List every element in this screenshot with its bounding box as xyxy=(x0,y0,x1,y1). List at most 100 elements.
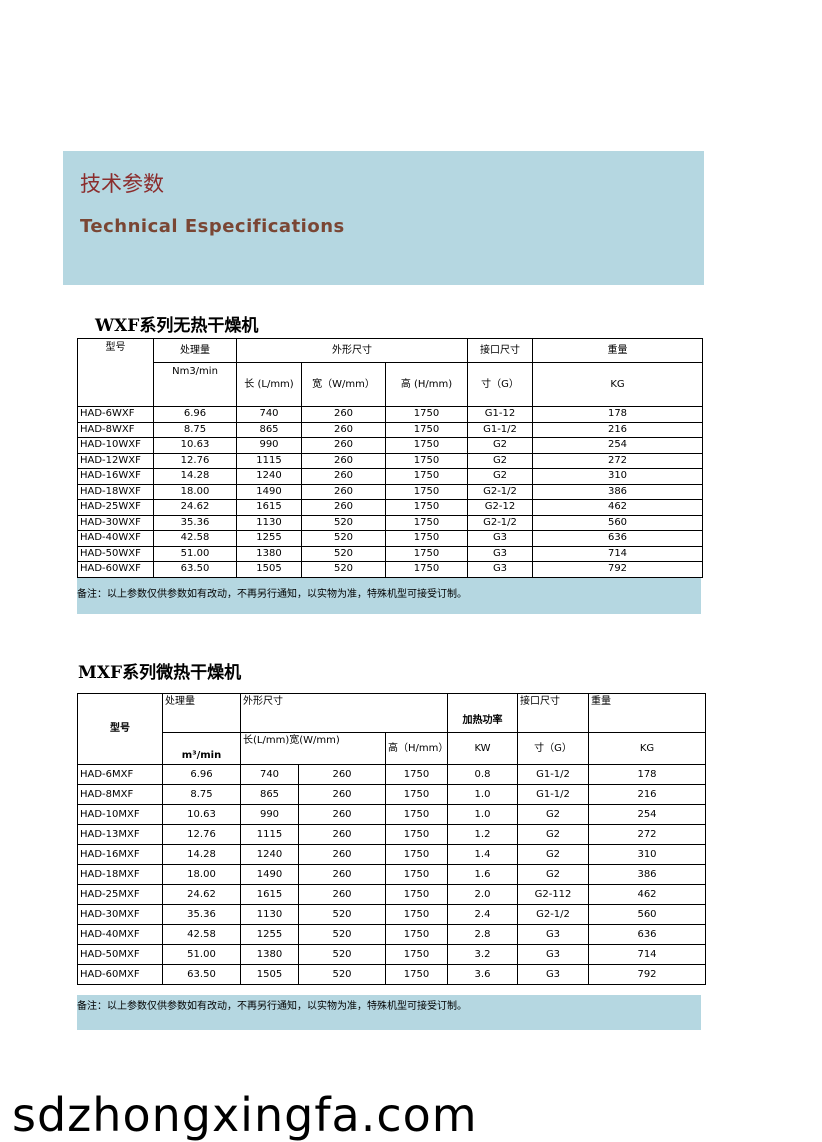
table-row: HAD-30WXF 35.36 1130 520 1750 G2-1/2 560 xyxy=(77,514,703,531)
note: 备注：以上参数仅供参数如有改动，不再另行通知，以实物为准，特殊机型可接受订制。 xyxy=(77,589,467,600)
table-title: MXF系列微热干燥机 xyxy=(78,663,242,683)
table-cell: 12.76 xyxy=(162,824,241,845)
table-cell: 1750 xyxy=(385,437,468,454)
table-cell: 272 xyxy=(532,452,703,469)
header-cell: 外形尺寸 xyxy=(240,693,448,733)
table-row: HAD-13MXF 12.76 1115 260 1750 1.2 G2 272 xyxy=(77,824,706,845)
table-cell: 6.96 xyxy=(162,764,241,785)
table-row: HAD-50WXF 51.00 1380 520 1750 G3 714 xyxy=(77,545,703,562)
table-row: HAD-50MXF 51.00 1380 520 1750 3.2 G3 714 xyxy=(77,944,706,965)
table-cell: 1380 xyxy=(240,944,299,965)
table-cell: G1-1/2 xyxy=(467,421,533,438)
table-cell: HAD-60MXF xyxy=(77,964,163,985)
table-cell: HAD-18MXF xyxy=(77,864,163,885)
table-cell: 714 xyxy=(532,545,703,562)
table-row: HAD-60MXF 63.50 1505 520 1750 3.6 G3 792 xyxy=(77,964,706,985)
table-cell: 10.63 xyxy=(153,437,237,454)
table-row: HAD-25WXF 24.62 1615 260 1750 G2-12 462 xyxy=(77,499,703,516)
table-cell: 1615 xyxy=(236,499,302,516)
table-cell: G3 xyxy=(467,545,533,562)
table-cell: 714 xyxy=(588,944,706,965)
table-cell: HAD-6MXF xyxy=(77,764,163,785)
table-row: HAD-6MXF 6.96 740 260 1750 0.8 G1-1/2 178 xyxy=(77,764,706,785)
table-cell: 14.28 xyxy=(153,468,237,485)
table-cell: 18.00 xyxy=(153,483,237,500)
table-cell: 260 xyxy=(301,406,386,423)
table-cell: 636 xyxy=(588,924,706,945)
table-cell: 51.00 xyxy=(162,944,241,965)
table-cell: 1750 xyxy=(385,545,468,562)
header-cell: 加热功率 xyxy=(447,693,518,733)
table-cell: 1750 xyxy=(385,804,448,825)
table-cell: 1750 xyxy=(385,904,448,925)
table-cell: 740 xyxy=(240,764,299,785)
table-cell: 8.75 xyxy=(162,784,241,805)
table-cell: G2 xyxy=(517,824,589,845)
table-cell: G2 xyxy=(467,452,533,469)
table-cell: 1750 xyxy=(385,824,448,845)
table-cell: 63.50 xyxy=(153,561,237,578)
table-row: HAD-10WXF 10.63 990 260 1750 G2 254 xyxy=(77,437,703,454)
table-cell: 1750 xyxy=(385,468,468,485)
table-cell: 216 xyxy=(532,421,703,438)
table-cell: 18.00 xyxy=(162,864,241,885)
table-cell: 990 xyxy=(236,437,302,454)
table-cell: 2.0 xyxy=(447,884,518,905)
table-cell: HAD-60WXF xyxy=(77,561,154,578)
table-cell: 24.62 xyxy=(162,884,241,905)
table-cell: HAD-50WXF xyxy=(77,545,154,562)
header-cell: 外形尺寸 xyxy=(236,338,468,363)
header-cell: 宽（W/mm） xyxy=(301,362,386,407)
header-cell: KG xyxy=(532,362,703,407)
table-cell: 1490 xyxy=(240,864,299,885)
table-cell: 8.75 xyxy=(153,421,237,438)
table-cell: 260 xyxy=(298,784,386,805)
table-cell: 0.8 xyxy=(447,764,518,785)
table-row: HAD-16WXF 14.28 1240 260 1750 G2 310 xyxy=(77,468,703,485)
table-cell: G1-1/2 xyxy=(517,784,589,805)
table-cell: 520 xyxy=(298,944,386,965)
table-cell: G2-12 xyxy=(467,499,533,516)
table-cell: 1750 xyxy=(385,924,448,945)
header-cell: 长(L/mm)宽(W/mm) xyxy=(240,732,386,765)
table-cell: 310 xyxy=(588,844,706,865)
table-cell: G3 xyxy=(517,924,589,945)
table-cell: 260 xyxy=(298,764,386,785)
table-row: HAD-8WXF 8.75 865 260 1750 G1-1/2 216 xyxy=(77,421,703,438)
header-cell: 处理量 xyxy=(162,693,241,733)
table-cell: HAD-50MXF xyxy=(77,944,163,965)
table-cell: 1750 xyxy=(385,764,448,785)
table-cell: 1750 xyxy=(385,944,448,965)
table-cell: 2.8 xyxy=(447,924,518,945)
spec-table: 型号 处理量 外形尺寸 加热功率 接口尺寸 重量 m³/min 长(L/mm)宽… xyxy=(77,693,706,985)
table-row: HAD-10MXF 10.63 990 260 1750 1.0 G2 254 xyxy=(77,804,706,825)
table-cell: 520 xyxy=(301,545,386,562)
table-cell: HAD-30WXF xyxy=(77,514,154,531)
table-cell: HAD-18WXF xyxy=(77,483,154,500)
table-cell: 10.63 xyxy=(162,804,241,825)
table-cell: HAD-8WXF xyxy=(77,421,154,438)
table-cell: 1115 xyxy=(240,824,299,845)
table-cell: 1255 xyxy=(240,924,299,945)
table-cell: 386 xyxy=(588,864,706,885)
header-cell: Nm3/min xyxy=(153,362,237,407)
table-cell: G3 xyxy=(517,964,589,985)
header-cell: 高（H/mm） xyxy=(385,732,448,765)
table-row: HAD-6WXF 6.96 740 260 1750 G1-12 178 xyxy=(77,406,703,423)
table-cell: 520 xyxy=(298,964,386,985)
header-band xyxy=(63,151,704,285)
note-band xyxy=(77,995,701,1030)
table-row: HAD-25MXF 24.62 1615 260 1750 2.0 G2-112 462 xyxy=(77,884,706,905)
table-cell: 260 xyxy=(301,421,386,438)
table-cell: G1-1/2 xyxy=(517,764,589,785)
table-cell: 560 xyxy=(532,514,703,531)
table-cell: 1.0 xyxy=(447,804,518,825)
table-cell: G3 xyxy=(467,561,533,578)
table-cell: HAD-40WXF xyxy=(77,530,154,547)
table-cell: G3 xyxy=(517,944,589,965)
table-cell: 310 xyxy=(532,468,703,485)
table-cell: 24.62 xyxy=(153,499,237,516)
header-cell: 寸（G） xyxy=(517,732,589,765)
table-cell: 42.58 xyxy=(153,530,237,547)
header-cell: 寸（G） xyxy=(467,362,533,407)
